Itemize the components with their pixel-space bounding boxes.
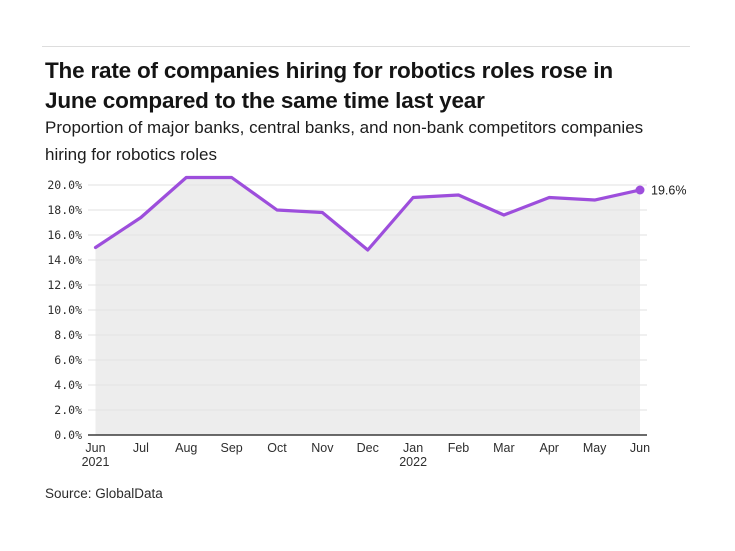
end-point-value-label: 19.6% <box>651 184 686 198</box>
x-axis-tick-label: Nov <box>311 441 334 455</box>
y-axis-tick-label: 4.0% <box>54 378 82 392</box>
y-axis-tick-label: 20.0% <box>47 178 82 192</box>
chart-title-line2: June compared to the same time last year <box>45 88 485 113</box>
x-axis-tick-label: Oct <box>267 441 287 455</box>
y-axis-tick-label: 8.0% <box>54 328 82 342</box>
y-axis-tick-label: 14.0% <box>47 253 82 267</box>
x-axis-tick-label: May <box>583 441 607 455</box>
x-axis-tick-label: Jun <box>630 441 650 455</box>
x-axis-tick-label: Sep <box>221 441 243 455</box>
chart-title-line1: The rate of companies hiring for robotic… <box>45 58 613 83</box>
x-axis-tick-label: Dec <box>357 441 379 455</box>
source-credit: Source: GlobalData <box>45 486 163 501</box>
area-fill <box>95 177 640 435</box>
x-axis-tick-label: Jun <box>85 441 105 455</box>
chart-subtitle: Proportion of major banks, central banks… <box>45 118 644 164</box>
x-axis-tick-label: Jul <box>133 441 149 455</box>
y-axis-tick-label: 16.0% <box>47 228 82 242</box>
y-axis-tick-label: 10.0% <box>47 303 82 317</box>
y-axis-tick-label: 0.0% <box>54 428 82 442</box>
y-axis-tick-label: 6.0% <box>54 353 82 367</box>
y-axis-tick-label: 2.0% <box>54 403 82 417</box>
y-axis-tick-label: 12.0% <box>47 278 82 292</box>
data-line <box>93 175 642 252</box>
x-axis-tick-label: Aug <box>175 441 197 455</box>
x-axis-year-label: 2022 <box>399 455 427 469</box>
x-axis-tick-label: Apr <box>540 441 559 455</box>
x-axis-year-label: 2021 <box>82 455 110 469</box>
x-axis-tick-label: Mar <box>493 441 515 455</box>
end-point-marker <box>635 185 645 195</box>
top-divider <box>42 46 690 47</box>
x-axis-tick-label: Feb <box>448 441 470 455</box>
x-axis-tick-label: Jan <box>403 441 423 455</box>
y-axis-tick-label: 18.0% <box>47 203 82 217</box>
chart-title: The rate of companies hiring for robotic… <box>45 56 695 116</box>
